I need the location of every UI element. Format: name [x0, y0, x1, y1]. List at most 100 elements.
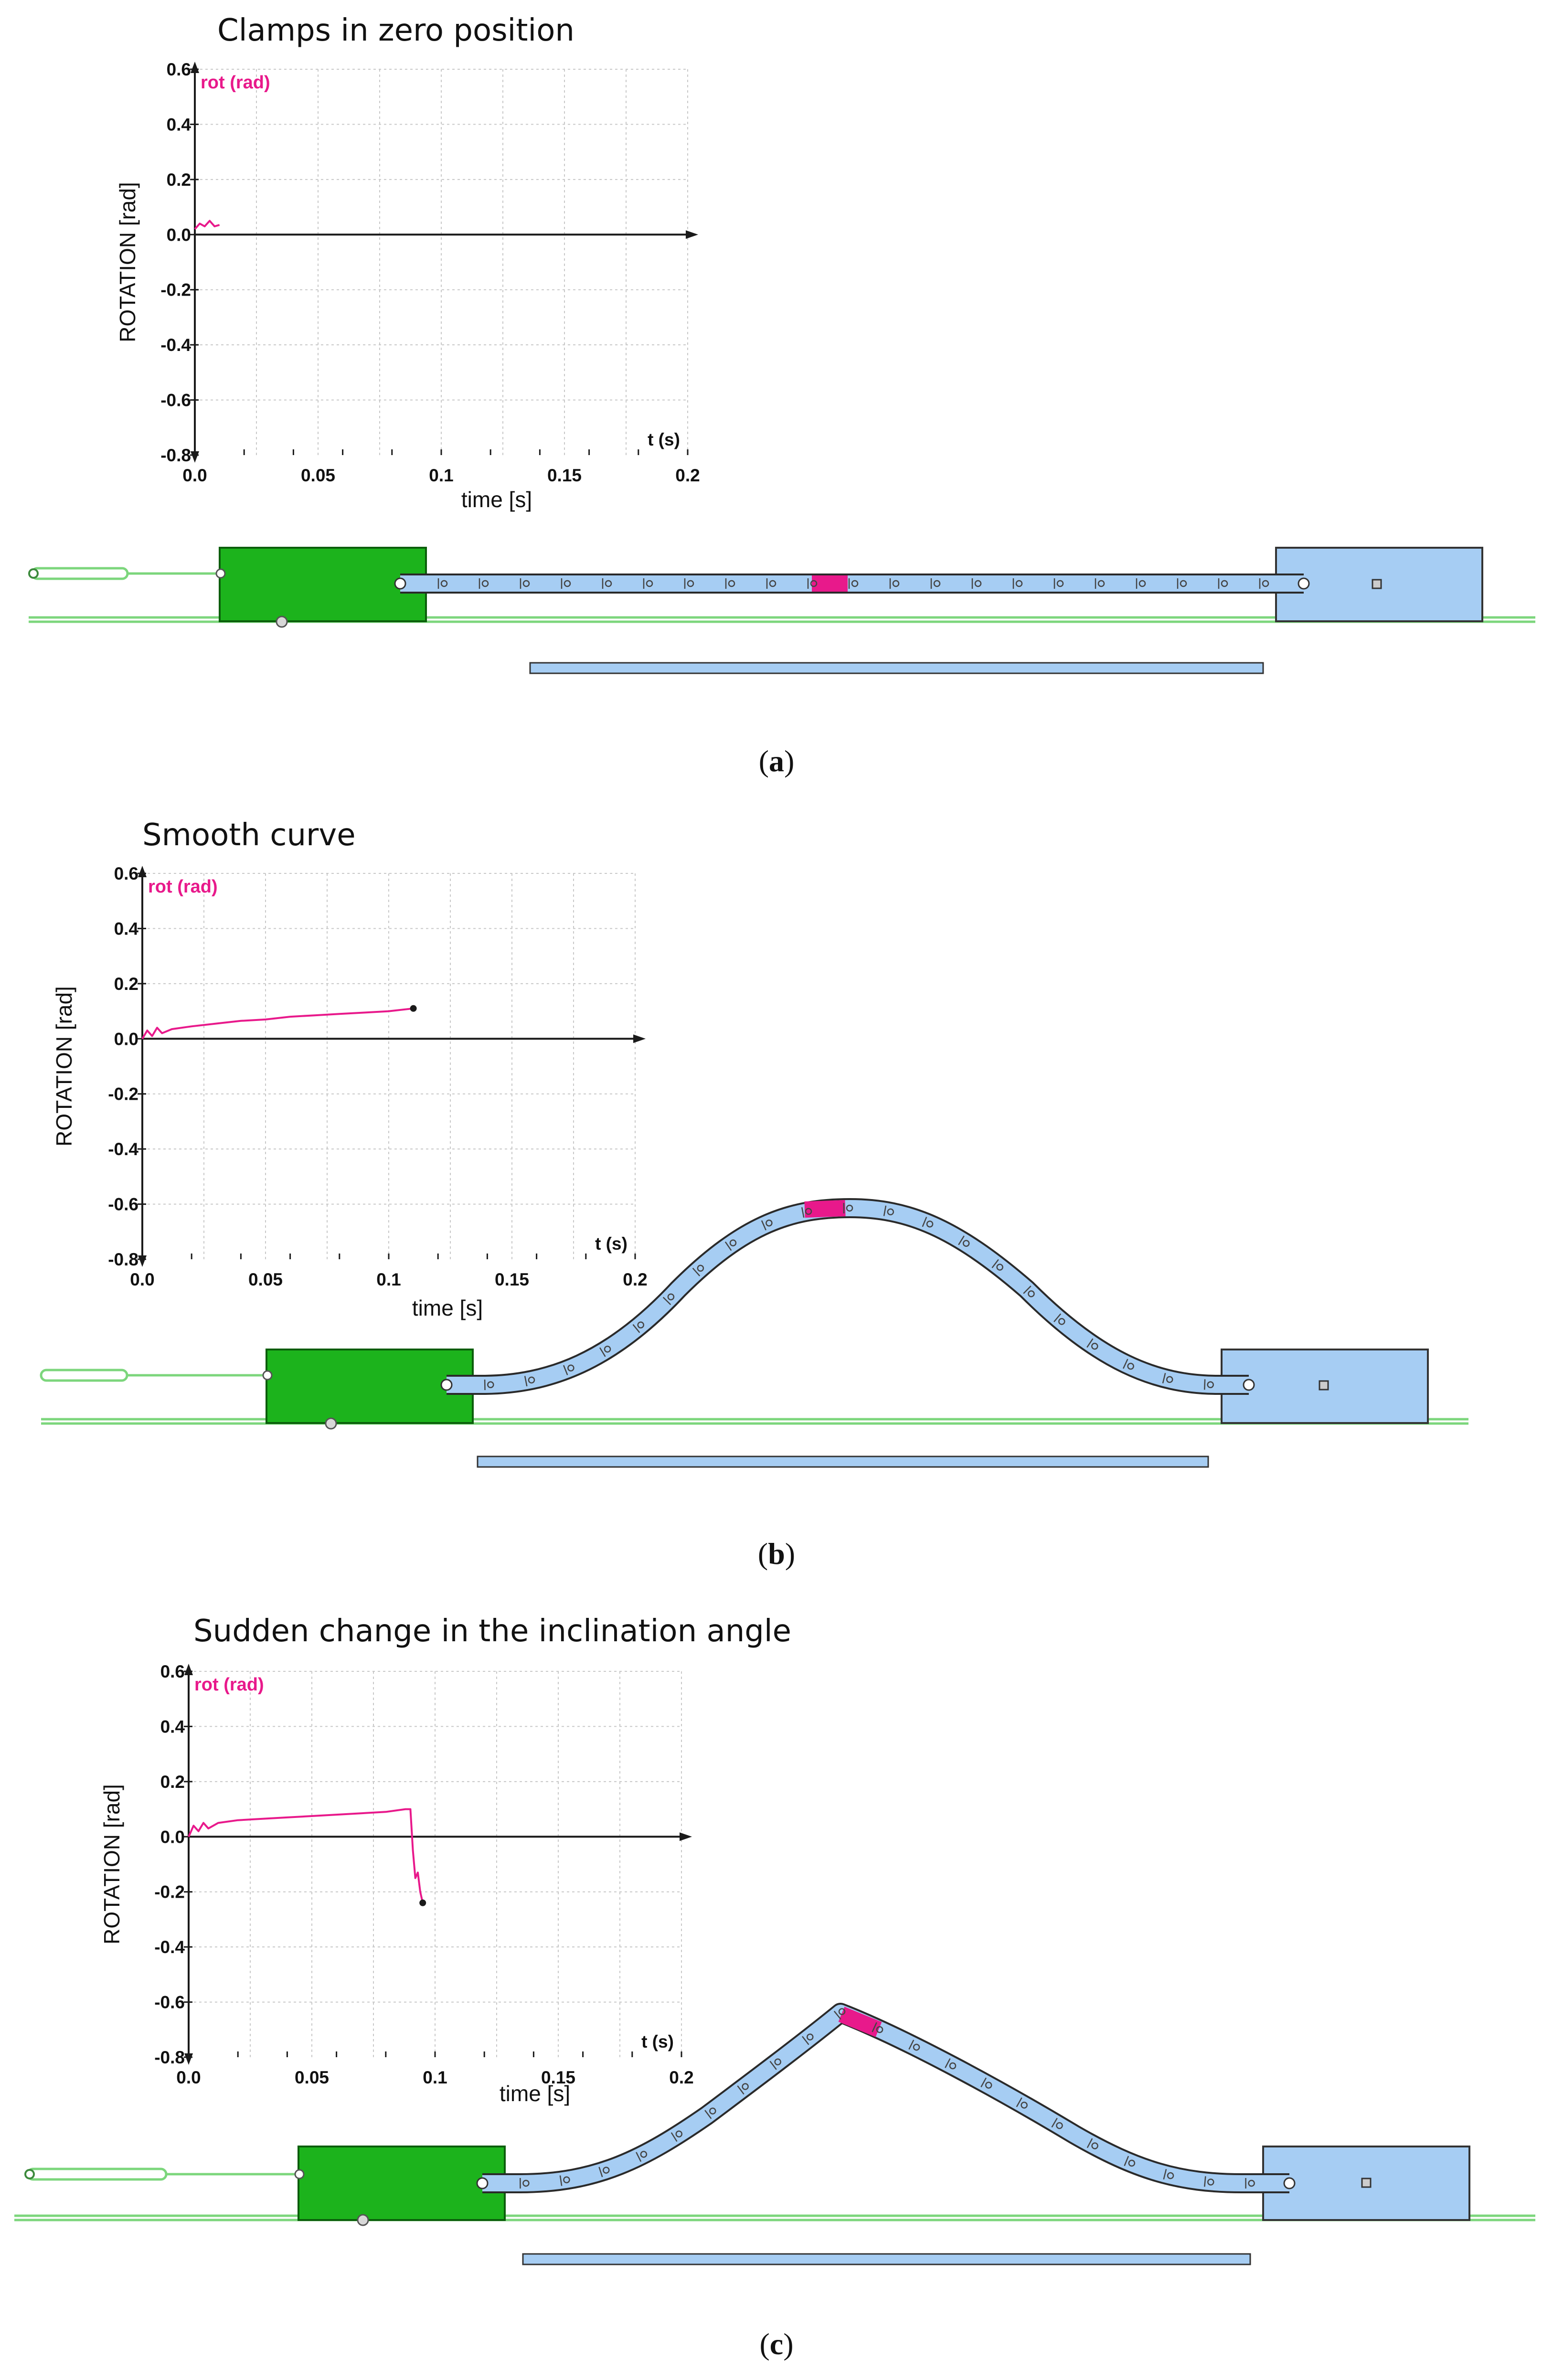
panel-b: Smooth curve ROTATION [rad] time [s] 0.6… — [41, 818, 1468, 1571]
y-axis-arrow-top — [138, 866, 147, 877]
x-tick-label: 0.05 — [248, 1270, 283, 1289]
chart-c: ROTATION [rad] time [s] 0.60.40.20.0-0.2… — [99, 1662, 694, 2106]
caption-letter: a — [769, 744, 784, 778]
mechanism-c — [14, 2006, 1535, 2264]
actuator-rod — [28, 2169, 166, 2179]
right-clamp-marker — [1319, 1381, 1328, 1390]
series-line — [189, 1809, 423, 1903]
x-axis-arrow — [686, 230, 698, 239]
left-clamp-pin — [295, 2170, 304, 2178]
left-clamp-wheel — [326, 1418, 336, 1429]
actuator-pin — [29, 569, 38, 578]
chart-c-ylabel: ROTATION [rad] — [99, 1784, 124, 1944]
y-tick-label: 0.0 — [160, 1827, 185, 1847]
y-tick-label: 0.2 — [167, 170, 191, 190]
panel-c-caption: (c) — [759, 2327, 793, 2361]
chart-a: ROTATION [rad] time [s] 0.60.40.20.0-0.2… — [115, 60, 700, 512]
base-plate — [478, 1456, 1208, 1467]
bar-left-pin — [477, 2178, 488, 2189]
y-tick-label: -0.6 — [108, 1195, 138, 1214]
x-axis-end-label: t (s) — [641, 2032, 674, 2051]
x-tick-label: 0.1 — [376, 1270, 401, 1289]
left-clamp-wheel — [358, 2215, 368, 2225]
bar-right-pin — [1244, 1380, 1254, 1390]
series-label: rot (rad) — [194, 1675, 264, 1695]
left-clamp — [298, 2146, 505, 2220]
y-tick-label: -0.2 — [154, 1882, 185, 1902]
x-tick-label: 0.1 — [429, 466, 453, 485]
bar-right-pin — [1284, 2178, 1295, 2189]
series-label: rot (rad) — [148, 877, 218, 897]
panel-c: Sudden change in the inclination angle R… — [14, 1614, 1535, 2361]
mechanism-a — [29, 548, 1535, 673]
y-axis-arrow-top — [191, 62, 199, 73]
series-end-point — [419, 1900, 426, 1906]
y-tick-label: -0.2 — [108, 1084, 138, 1104]
chart-a-xlabel: time [s] — [461, 487, 532, 512]
y-tick-label: 0.2 — [114, 974, 138, 994]
actuator-pin — [25, 2170, 34, 2178]
chart-a-ylabel: ROTATION [rad] — [115, 182, 140, 342]
left-clamp-wheel — [277, 616, 287, 627]
chart-b-xlabel: time [s] — [412, 1296, 483, 1320]
x-tick-label: 0.05 — [301, 466, 335, 485]
mechanism-b — [41, 1203, 1468, 1467]
y-tick-label: 0.6 — [114, 864, 138, 883]
x-tick-label: 0.2 — [623, 1270, 647, 1289]
right-clamp-marker — [1372, 580, 1381, 588]
left-clamp-pin — [216, 569, 225, 578]
x-tick-label: 0.15 — [495, 1270, 529, 1289]
x-tick-label: 0.2 — [669, 2068, 693, 2087]
y-tick-label: -0.6 — [154, 1993, 185, 2012]
panel-b-caption: (b) — [758, 1537, 795, 1571]
panel-c-title: Sudden change in the inclination angle — [193, 1614, 791, 1649]
y-tick-label: -0.8 — [108, 1250, 138, 1269]
panel-a: Clamps in zero position ROTATION [rad] t… — [29, 13, 1535, 778]
x-tick-label: 0.1 — [423, 2068, 447, 2087]
y-tick-label: -0.4 — [160, 335, 191, 355]
y-tick-label: -0.4 — [108, 1139, 138, 1159]
y-tick-label: 0.4 — [167, 115, 191, 134]
x-axis-end-label: t (s) — [648, 430, 680, 449]
flexible-bar-c — [477, 2006, 1295, 2189]
y-tick-label: -0.8 — [154, 2048, 185, 2067]
base-plate — [530, 663, 1263, 673]
bar-link-tick — [1204, 1379, 1205, 1390]
x-axis-end-label: t (s) — [595, 1234, 628, 1254]
series-line — [195, 221, 220, 229]
bar-fill — [447, 1208, 1249, 1385]
x-axis-arrow — [633, 1034, 646, 1043]
flexible-bar-b — [441, 1203, 1254, 1390]
panel-b-title: Smooth curve — [142, 818, 356, 853]
chart-b: ROTATION [rad] time [s] 0.6 0.4 0.2 0.0 -0.2… — [52, 864, 648, 1320]
bar-left-pin — [395, 578, 405, 589]
x-tick-label: 0.15 — [541, 2068, 575, 2087]
y-tick-label: 0.4 — [160, 1717, 185, 1736]
y-tick-label: 0.6 — [167, 60, 191, 79]
caption-letter: c — [770, 2327, 783, 2361]
x-tick-label: 0.0 — [176, 2068, 201, 2087]
right-clamp-marker — [1362, 2178, 1371, 2187]
bar-fill — [482, 2013, 1289, 2183]
y-tick-label: -0.8 — [160, 446, 191, 465]
x-tick-label: 0.0 — [130, 1270, 154, 1289]
y-tick-label: 0.0 — [114, 1029, 138, 1049]
chart-b-ylabel: ROTATION [rad] — [52, 986, 76, 1147]
left-clamp-pin — [263, 1371, 272, 1380]
y-tick-label: 0.4 — [114, 919, 139, 938]
y-tick-label: 0.6 — [160, 1662, 185, 1681]
bar-right-pin — [1298, 578, 1309, 589]
y-tick-label: -0.4 — [154, 1937, 185, 1957]
bar-left-pin — [441, 1380, 452, 1390]
y-tick-label: 0.2 — [160, 1772, 185, 1792]
x-tick-label: 0.2 — [675, 466, 700, 485]
base-plate — [523, 2254, 1250, 2264]
series-end-point — [410, 1005, 417, 1012]
actuator-rod — [32, 568, 128, 579]
x-axis-arrow — [680, 1832, 692, 1841]
x-tick-label: 0.05 — [295, 2068, 329, 2087]
actuator-rod — [41, 1370, 127, 1381]
flexible-bar-a — [395, 578, 1309, 589]
